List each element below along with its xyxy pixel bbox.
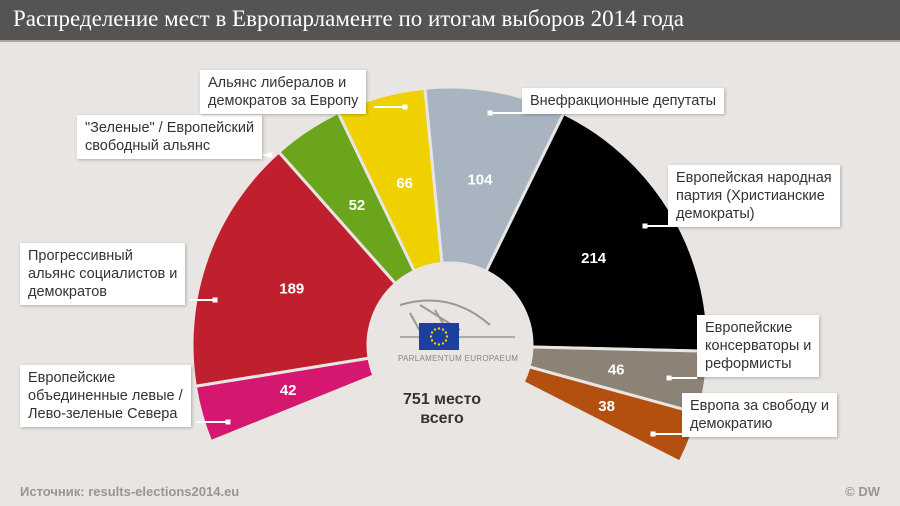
value-label-alde: 66 — [396, 175, 413, 192]
legend-label-gue-ngl: Европейские объединенные левые / Лево-зеле… — [20, 365, 191, 427]
eu-flag-icon — [419, 323, 459, 350]
leader-dot-s-d — [212, 297, 218, 303]
label-line: Альянс либералов и — [208, 75, 347, 91]
label-line: партия (Христианские — [676, 188, 825, 204]
leader-dot-greens-efa — [267, 152, 273, 158]
value-label-ecr: 46 — [608, 362, 625, 379]
label-line: Европа за свободу и — [690, 398, 829, 414]
value-label-gue-ngl: 42 — [280, 382, 297, 399]
legend-label-non-inscrits: Внефракционные депутаты — [522, 88, 725, 114]
value-label-epp: 214 — [581, 250, 607, 267]
leader-dot-epp — [642, 223, 648, 229]
leader-dot-ecr — [666, 375, 672, 381]
leader-dot-efd — [650, 431, 656, 437]
value-label-s-d: 189 — [279, 281, 304, 298]
total-line-1: 751 место — [403, 391, 481, 408]
copyright: © DW — [845, 484, 880, 499]
label-line: консерваторы и — [705, 338, 812, 354]
leader-dot-non-inscrits — [487, 110, 493, 116]
label-line: Прогрессивный — [28, 248, 133, 264]
label-line: демократы) — [676, 206, 755, 222]
total-seats: 751 место всего — [392, 390, 492, 428]
leader-dot-alde — [402, 104, 408, 110]
label-line: демократию — [690, 416, 773, 432]
label-line: Европейская народная — [676, 170, 832, 186]
label-line: альянс социалистов и — [28, 266, 178, 282]
value-label-efd: 38 — [598, 398, 615, 415]
source-note: Источник: results-elections2014.eu — [20, 484, 240, 499]
segment-s-d — [190, 149, 398, 388]
label-line: Европейские — [28, 370, 116, 386]
total-line-2: всего — [420, 410, 464, 427]
legend-label-s-d: Прогрессивный альянс социалистов и демокра… — [20, 243, 186, 305]
label-line: объединенные левые / — [28, 388, 183, 404]
logo-text: PARLAMENTUM EUROPAEUM — [398, 354, 519, 363]
legend-label-efd: Европа за свободу и демократию — [682, 393, 837, 437]
legend-label-ecr: Европейские консерваторы и реформисты — [697, 315, 820, 377]
legend-label-greens-efa: "Зеленые" / Европейский свободный альянс — [77, 115, 263, 159]
label-line: Внефракционные депутаты — [530, 93, 717, 109]
title-bar: Распределение мест в Европарламенте по и… — [0, 0, 900, 42]
label-line: Лево-зеленые Севера — [28, 406, 178, 422]
label-line: демократов за Европу — [208, 93, 359, 109]
legend-label-epp: Европейская народная партия (Христианские… — [668, 165, 840, 227]
chart-title: Распределение мест в Европарламенте по и… — [13, 6, 684, 31]
label-line: Европейские — [705, 320, 793, 336]
label-line: реформисты — [705, 356, 792, 372]
legend-label-alde: Альянс либералов и демократов за Европу — [200, 70, 367, 114]
label-line: свободный альянс — [85, 138, 211, 154]
label-line: "Зеленые" / Европейский — [85, 120, 255, 136]
label-line: демократов — [28, 284, 107, 300]
value-label-greens-efa: 52 — [349, 197, 366, 214]
leader-dot-gue-ngl — [225, 419, 231, 425]
value-label-non-inscrits: 104 — [467, 172, 493, 189]
